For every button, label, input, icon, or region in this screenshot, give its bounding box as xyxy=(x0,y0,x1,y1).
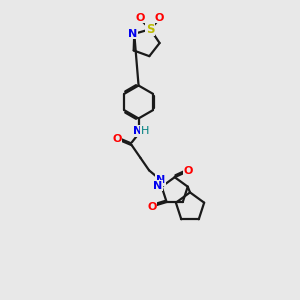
Text: O: O xyxy=(112,134,122,144)
Text: S: S xyxy=(146,23,154,36)
Text: H: H xyxy=(141,126,149,136)
Text: O: O xyxy=(147,202,157,212)
Text: N: N xyxy=(156,175,165,185)
Text: N: N xyxy=(133,126,142,136)
Text: N: N xyxy=(128,29,137,39)
Text: N: N xyxy=(153,181,162,190)
Text: O: O xyxy=(154,13,164,23)
Text: O: O xyxy=(184,166,193,176)
Text: O: O xyxy=(136,13,146,23)
